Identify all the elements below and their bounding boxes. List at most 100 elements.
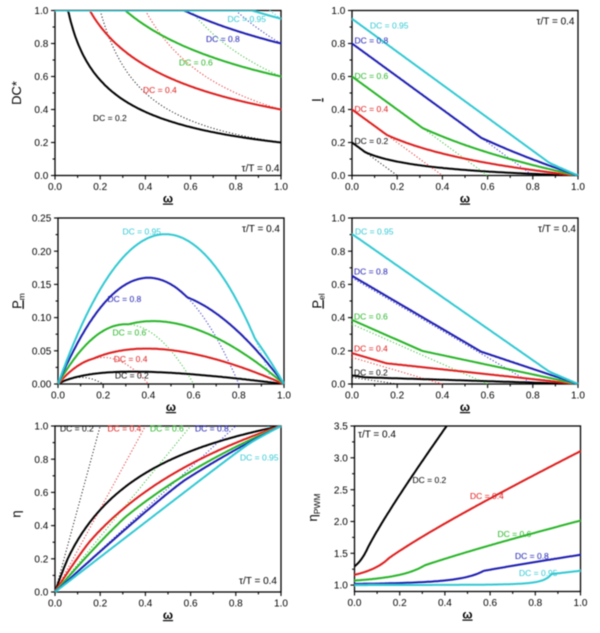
- svg-text:0.8: 0.8: [34, 39, 48, 50]
- svg-text:Pm: Pm: [10, 293, 27, 309]
- svg-text:DC = 0.6: DC = 0.6: [179, 58, 213, 68]
- svg-text:0.4: 0.4: [435, 390, 449, 401]
- svg-text:0.0: 0.0: [345, 390, 359, 401]
- svg-text:0.0: 0.0: [34, 171, 48, 182]
- svg-text:0.8: 0.8: [232, 390, 246, 401]
- svg-text:3.5: 3.5: [334, 422, 348, 433]
- svg-text:DC = 0.6: DC = 0.6: [498, 529, 532, 539]
- svg-text:DC = 0.8: DC = 0.8: [206, 34, 240, 44]
- svg-text:DC = 0.6: DC = 0.6: [113, 328, 147, 338]
- svg-text:0.0: 0.0: [331, 171, 345, 182]
- svg-text:DC = 0.8: DC = 0.8: [354, 267, 388, 277]
- svg-text:DC = 0.6: DC = 0.6: [355, 71, 389, 81]
- svg-text:0.4: 0.4: [435, 182, 449, 193]
- svg-text:0.6: 0.6: [187, 390, 201, 401]
- svg-text:1.0: 1.0: [571, 182, 585, 193]
- svg-text:1.0: 1.0: [34, 6, 48, 17]
- svg-text:τ/T = 0.4: τ/T = 0.4: [537, 17, 575, 28]
- svg-text:ω: ω: [460, 192, 470, 206]
- svg-text:DC = 0.95: DC = 0.95: [370, 20, 409, 30]
- svg-text:0.2: 0.2: [93, 182, 107, 193]
- svg-text:DC = 0.6: DC = 0.6: [354, 312, 388, 322]
- svg-text:0.6: 0.6: [184, 598, 198, 609]
- svg-text:0.6: 0.6: [331, 72, 345, 83]
- svg-text:DC = 0.2: DC = 0.2: [60, 424, 94, 434]
- svg-text:2.0: 2.0: [334, 517, 348, 528]
- svg-text:DC = 0.2: DC = 0.2: [115, 371, 149, 381]
- svg-text:τ/T = 0.4: τ/T = 0.4: [358, 430, 396, 441]
- svg-text:0.8: 0.8: [229, 182, 243, 193]
- svg-text:0.2: 0.2: [34, 138, 48, 149]
- svg-text:ω: ω: [462, 608, 472, 622]
- svg-text:τ/T = 0.4: τ/T = 0.4: [538, 224, 576, 235]
- svg-text:0.05: 0.05: [32, 346, 52, 357]
- svg-text:τ/T = 0.4: τ/T = 0.4: [242, 163, 280, 174]
- svg-text:0.6: 0.6: [481, 390, 495, 401]
- svg-text:0.6: 0.6: [481, 182, 495, 193]
- svg-text:0.0: 0.0: [34, 588, 48, 599]
- svg-text:1.0: 1.0: [574, 598, 588, 609]
- svg-text:DC = 0.8: DC = 0.8: [515, 551, 549, 561]
- svg-text:0.2: 0.2: [390, 182, 404, 193]
- svg-text:0.0: 0.0: [48, 182, 62, 193]
- svg-text:0.8: 0.8: [34, 455, 48, 466]
- svg-text:0.4: 0.4: [34, 521, 48, 532]
- svg-text:0.2: 0.2: [93, 598, 107, 609]
- svg-text:DC = 0.95: DC = 0.95: [519, 568, 558, 578]
- svg-text:0.2: 0.2: [390, 390, 404, 401]
- svg-text:DC = 0.8: DC = 0.8: [108, 294, 142, 304]
- svg-text:0.20: 0.20: [32, 247, 52, 258]
- svg-text:DC = 0.8: DC = 0.8: [355, 36, 389, 46]
- svg-text:η: η: [9, 510, 24, 517]
- svg-text:τ/T = 0.4: τ/T = 0.4: [239, 576, 277, 587]
- svg-text:1.0: 1.0: [274, 182, 288, 193]
- svg-text:DC = 0.95: DC = 0.95: [228, 14, 267, 24]
- svg-text:Pel: Pel: [310, 293, 327, 308]
- svg-text:DC = 0.4: DC = 0.4: [108, 424, 142, 434]
- svg-text:ω: ω: [460, 400, 470, 414]
- svg-text:DC*: DC*: [9, 81, 24, 105]
- svg-text:0.2: 0.2: [331, 346, 345, 357]
- svg-text:DC = 0.95: DC = 0.95: [355, 227, 394, 237]
- svg-text:0.4: 0.4: [138, 182, 152, 193]
- svg-text:0.0: 0.0: [48, 598, 62, 609]
- svg-text:DC = 0.6: DC = 0.6: [150, 424, 184, 434]
- svg-text:DC = 0.8: DC = 0.8: [195, 424, 229, 434]
- svg-text:0.00: 0.00: [32, 380, 52, 391]
- svg-text:0.4: 0.4: [141, 390, 155, 401]
- svg-text:3.0: 3.0: [334, 453, 348, 464]
- svg-text:DC = 0.4: DC = 0.4: [470, 491, 504, 501]
- svg-text:0.8: 0.8: [331, 39, 345, 50]
- svg-text:1.0: 1.0: [277, 390, 291, 401]
- svg-text:1.0: 1.0: [571, 390, 585, 401]
- svg-text:DC = 0.4: DC = 0.4: [354, 344, 388, 354]
- svg-text:0.4: 0.4: [331, 105, 345, 116]
- svg-text:2.5: 2.5: [334, 485, 348, 496]
- svg-text:0.6: 0.6: [331, 280, 345, 291]
- svg-text:0.0: 0.0: [345, 182, 359, 193]
- svg-text:0.0: 0.0: [348, 598, 362, 609]
- svg-text:0.15: 0.15: [32, 280, 52, 291]
- svg-text:0.2: 0.2: [34, 554, 48, 565]
- svg-text:DC = 0.2: DC = 0.2: [413, 475, 447, 485]
- svg-text:0.2: 0.2: [331, 138, 345, 149]
- svg-text:DC = 0.4: DC = 0.4: [114, 354, 148, 364]
- svg-text:0.8: 0.8: [526, 182, 540, 193]
- svg-text:0.6: 0.6: [184, 182, 198, 193]
- svg-text:0.10: 0.10: [32, 313, 52, 324]
- svg-text:0.0: 0.0: [331, 380, 345, 391]
- svg-text:DC = 0.2: DC = 0.2: [354, 368, 388, 378]
- svg-text:DC = 0.4: DC = 0.4: [355, 104, 389, 114]
- svg-text:0.8: 0.8: [331, 247, 345, 258]
- svg-text:1.5: 1.5: [334, 549, 348, 560]
- svg-text:DC = 0.2: DC = 0.2: [93, 113, 127, 123]
- svg-text:DC = 0.2: DC = 0.2: [355, 136, 389, 146]
- svg-text:τ/T = 0.4: τ/T = 0.4: [242, 224, 280, 235]
- svg-text:0.2: 0.2: [96, 390, 110, 401]
- svg-text:0.2: 0.2: [393, 598, 407, 609]
- svg-text:0.4: 0.4: [138, 598, 152, 609]
- svg-text:ω: ω: [166, 400, 176, 414]
- svg-text:I: I: [309, 98, 324, 102]
- svg-text:1.0: 1.0: [331, 214, 345, 225]
- svg-text:0.4: 0.4: [438, 598, 452, 609]
